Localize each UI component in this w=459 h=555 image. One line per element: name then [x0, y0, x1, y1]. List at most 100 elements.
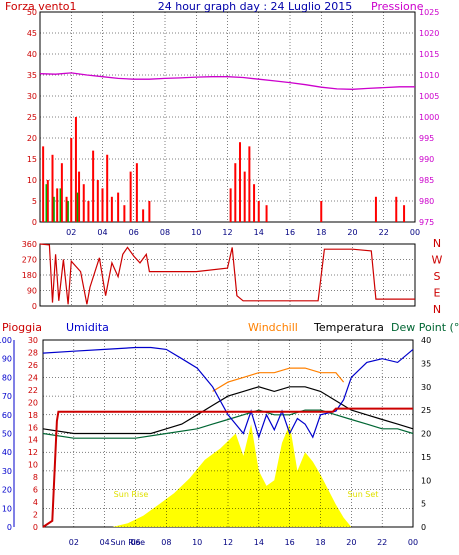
pressure-right-tick: 985 — [419, 176, 434, 185]
humidity-tick: 10 — [2, 504, 12, 513]
temp-x-tick: 10 — [192, 538, 202, 547]
rain-tick: 16 — [28, 423, 38, 432]
rain-tick: 0 — [33, 523, 38, 532]
rain-tick: 8 — [33, 473, 38, 482]
dir-compass-label: S — [434, 270, 441, 283]
chart-title: 24 hour graph day : 24 Luglio 2015 — [158, 0, 353, 13]
wind-title: Forza vento1 — [5, 0, 77, 13]
rain-title: Pioggia — [2, 321, 42, 334]
rain-tick: 6 — [33, 486, 38, 495]
rain-tick: 20 — [28, 398, 38, 407]
wind-x-tick: 20 — [347, 228, 357, 237]
rain-line — [42, 407, 413, 528]
wind-x-tick: 06 — [129, 228, 139, 237]
pressure-right-tick: 1010 — [419, 71, 439, 80]
wind-x-tick: 22 — [379, 228, 389, 237]
rain-tick: 24 — [28, 373, 38, 382]
windchill-line — [212, 367, 345, 392]
temperature-line — [42, 386, 414, 435]
temp-x-tick: 12 — [223, 538, 233, 547]
wind-direction-line — [39, 243, 415, 305]
humidity-tick: 30 — [2, 467, 12, 476]
humidity-tick: 70 — [2, 392, 12, 401]
wind-x-tick: 16 — [285, 228, 295, 237]
wind-left-tick: 25 — [27, 113, 37, 122]
humidity-tick: 20 — [2, 486, 12, 495]
rain-tick: 12 — [28, 448, 38, 457]
wind-x-tick: 08 — [160, 228, 170, 237]
dir-left-tick: 360 — [22, 240, 37, 249]
temp-tick: 25 — [421, 406, 431, 415]
temperature-title: Temperatura — [313, 321, 384, 334]
sunset-label: Sun Set — [348, 490, 379, 499]
humidity-tick: 100 — [0, 336, 12, 345]
dir-compass-label: N — [433, 237, 441, 250]
wind-left-tick: 15 — [27, 155, 37, 164]
wind-x-tick: 14 — [254, 228, 264, 237]
wind-x-tick: 04 — [97, 228, 107, 237]
temp-x-tick: 08 — [161, 538, 171, 547]
wind-x-tick: 10 — [191, 228, 201, 237]
humidity-tick: 0 — [7, 523, 12, 532]
dir-compass-label: E — [434, 287, 441, 300]
windchill-title: Windchill — [248, 321, 298, 334]
temp-x-tick: 00 — [408, 538, 418, 547]
wind-left-tick: 0 — [32, 218, 37, 227]
rain-tick: 4 — [33, 498, 38, 507]
wind-left-tick: 5 — [32, 197, 37, 206]
rain-tick: 2 — [33, 511, 38, 520]
wind-left-tick: 20 — [27, 134, 37, 143]
pressure-right-tick: 1020 — [419, 29, 439, 38]
temp-tick: 40 — [421, 336, 431, 345]
wind-x-tick: 00 — [410, 228, 420, 237]
pressure-line — [39, 72, 415, 90]
rain-tick: 22 — [28, 386, 38, 395]
rain-tick: 26 — [28, 361, 38, 370]
humidity-title: Umidita — [66, 321, 109, 334]
temp-x-tick: 06 — [130, 538, 140, 547]
dir-left-tick: 270 — [22, 256, 37, 265]
temp-x-tick: 18 — [315, 538, 325, 547]
temp-tick: 0 — [421, 523, 426, 532]
humidity-tick: 60 — [2, 411, 12, 420]
wind-x-tick: 12 — [222, 228, 232, 237]
humidity-tick: 80 — [2, 373, 12, 382]
dir-left-tick: 90 — [27, 287, 37, 296]
wind-left-tick: 40 — [27, 50, 37, 59]
temp-x-tick: 04 — [100, 538, 110, 547]
pressure-right-tick: 1000 — [419, 113, 439, 122]
temp-tick: 10 — [421, 476, 431, 485]
wind-x-tick: 18 — [316, 228, 326, 237]
temp-tick: 30 — [421, 383, 431, 392]
rain-tick: 10 — [28, 461, 38, 470]
humidity-tick: 90 — [2, 355, 12, 364]
pressure-right-tick: 1005 — [419, 92, 439, 101]
temp-tick: 15 — [421, 453, 431, 462]
temp-x-tick: 20 — [346, 538, 356, 547]
temp-x-tick: 16 — [285, 538, 295, 547]
rain-tick: 28 — [28, 348, 38, 357]
sunrise-tick: Sun Rise — [110, 538, 145, 547]
temp-tick: 35 — [421, 359, 431, 368]
pressure-right-tick: 975 — [419, 218, 434, 227]
temp-tick: 5 — [421, 500, 426, 509]
dir-compass-label: W — [432, 254, 443, 267]
temp-tick: 20 — [421, 430, 431, 439]
rain-tick: 18 — [28, 411, 38, 420]
humidity-line — [42, 346, 414, 440]
pressure-title: Pressione — [371, 0, 424, 13]
wind-x-tick: 02 — [66, 228, 76, 237]
temp-x-tick: 02 — [69, 538, 79, 547]
temp-x-tick: 22 — [377, 538, 387, 547]
humidity-tick: 40 — [2, 448, 12, 457]
pressure-right-tick: 995 — [419, 134, 434, 143]
wind-left-tick: 30 — [27, 92, 37, 101]
wind-left-tick: 50 — [27, 8, 37, 17]
sunrise-label: Sun Rise — [114, 490, 149, 499]
dir-compass-label: N — [433, 303, 441, 316]
pressure-right-tick: 990 — [419, 155, 434, 164]
pressure-right-tick: 980 — [419, 197, 434, 206]
rain-tick: 14 — [28, 436, 38, 445]
wind-left-tick: 10 — [27, 176, 37, 185]
